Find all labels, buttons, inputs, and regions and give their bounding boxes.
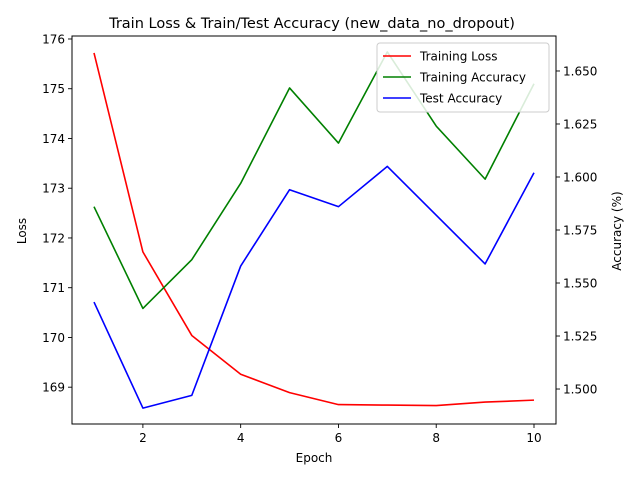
y-left-tick-label: 172 — [42, 231, 65, 245]
x-tick-label: 10 — [526, 431, 541, 445]
plot-area: 2 4 6 8 10 169 170 171 172 173 174 175 176 1.500 1.525… — [42, 32, 597, 445]
series-line-test-accuracy — [93, 165, 535, 409]
x-axis-label: Epoch — [296, 451, 333, 465]
legend-label: Training Accuracy — [419, 71, 526, 85]
y-left-tick-label: 169 — [42, 381, 65, 395]
y-right-tick-label: 1.650 — [563, 64, 597, 78]
x-tick-label: 8 — [432, 431, 440, 445]
legend-label: Test Accuracy — [419, 92, 502, 106]
y-left-tick-label: 174 — [42, 132, 65, 146]
legend-box — [376, 42, 550, 113]
y-right-tick-label: 1.500 — [563, 383, 597, 397]
x-tick-label: 4 — [237, 431, 245, 445]
y-left-tick-label: 171 — [42, 281, 65, 295]
legend-label: Training Loss — [419, 50, 497, 64]
chart-title: Train Loss & Train/Test Accuracy (new_da… — [108, 16, 515, 32]
legend: Training Loss Training Accuracy Test Accur… — [376, 42, 550, 113]
y-right-tick-label: 1.575 — [563, 224, 597, 238]
y-axis-label-left: Loss — [15, 218, 29, 244]
y-left-tick-label: 175 — [42, 82, 65, 96]
x-tick-label: 6 — [335, 431, 343, 445]
y-left-tick-label: 176 — [42, 32, 65, 46]
y-right-tick-label: 1.525 — [563, 330, 597, 344]
series-line-training-loss — [93, 52, 535, 407]
y-right-tick-label: 1.600 — [563, 170, 597, 184]
y-left-tick-label: 170 — [42, 331, 65, 345]
y-axis-label-right: Accuracy (%) — [610, 191, 624, 270]
x-tick-label: 2 — [139, 431, 147, 445]
y-right-tick-label: 1.625 — [563, 117, 597, 131]
y-right-tick-label: 1.550 — [563, 277, 597, 291]
y-left-tick-label: 173 — [42, 182, 65, 196]
series-line-training-accuracy — [93, 51, 535, 310]
